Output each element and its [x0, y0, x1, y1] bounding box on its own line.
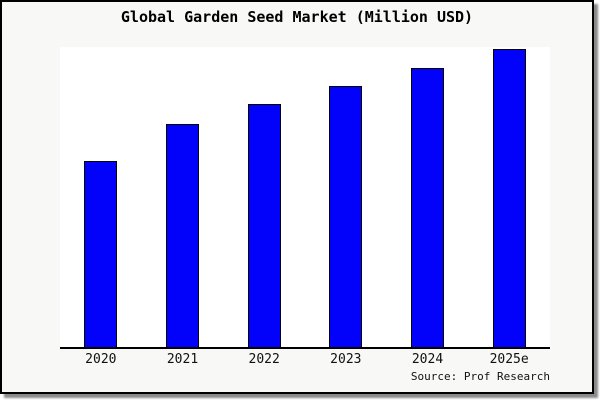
x-tick-label-2020: 2020 — [85, 352, 117, 367]
chart-title: Global Garden Seed Market (Million USD) — [120, 8, 474, 26]
x-tick-label-2021: 2021 — [166, 352, 199, 367]
bar-2024 — [411, 68, 444, 347]
bar-2025e — [492, 49, 526, 347]
bar-2020 — [84, 161, 118, 347]
bar-2023 — [329, 86, 363, 347]
x-tick-label-2025e: 2025e — [489, 352, 529, 367]
bar-2021 — [166, 124, 199, 347]
chart-window: Global Garden Seed Market (Million USD) … — [0, 0, 594, 394]
x-tick-label-2023: 2023 — [330, 352, 362, 367]
x-axis-labels: 2020 2021 2022 2023 2024 2025e — [60, 352, 550, 370]
source-credit: Source: Prof Research — [410, 370, 550, 383]
plot-area — [60, 47, 550, 349]
x-tick-label-2022: 2022 — [248, 352, 280, 367]
x-tick-label-2024: 2024 — [411, 352, 444, 367]
bar-2022 — [247, 104, 281, 347]
